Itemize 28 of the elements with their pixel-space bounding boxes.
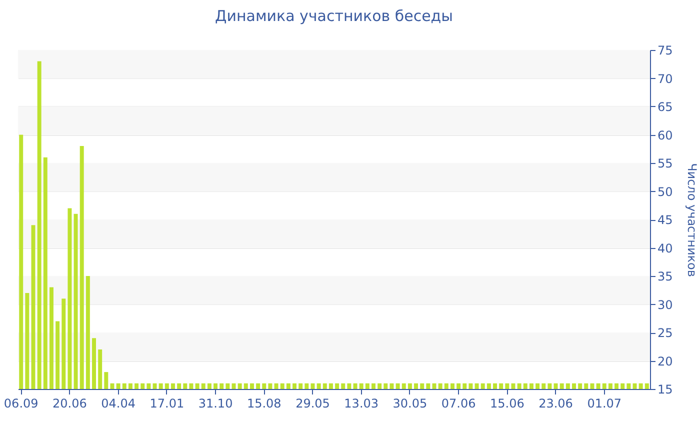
x-tick-label: 15.06	[490, 396, 524, 410]
x-tick-label: 13.03	[344, 396, 379, 410]
y-tick-label: 70	[658, 72, 673, 86]
y-axis-title: Число участников	[684, 163, 699, 277]
y-tick-label: 45	[658, 213, 673, 227]
y-tick-label: 35	[658, 270, 673, 284]
y-tick-label: 60	[658, 128, 673, 142]
x-tick-label: 17.01	[150, 396, 184, 410]
y-tick-label: 50	[658, 184, 673, 199]
y-tick-label: 30	[658, 298, 673, 312]
x-tick-label: 31.10	[198, 396, 233, 410]
y-tick-label: 40	[658, 241, 673, 256]
x-tick-label: 07.06	[441, 396, 476, 410]
y-tick-label: 25	[658, 326, 673, 340]
x-tick-label: 29.05	[296, 396, 330, 410]
y-tick-label: 20	[658, 354, 673, 368]
x-tick-label: 23.06	[538, 396, 573, 410]
x-tick-label: 15.08	[246, 396, 282, 410]
x-tick-label: 04.04	[101, 396, 136, 410]
x-tick-label: 20.06	[52, 396, 87, 410]
x-tick-label: 06.09	[4, 396, 38, 410]
chart-title: Динамика участников беседы	[214, 7, 454, 25]
y-tick-label: 15	[658, 382, 673, 396]
y-tick-label: 65	[658, 100, 673, 114]
x-tick-label: 30.05	[392, 396, 428, 410]
x-tick-label: 01.07	[587, 396, 622, 410]
y-tick-label: 75	[658, 44, 673, 58]
y-tick-label: 55	[658, 156, 673, 170]
